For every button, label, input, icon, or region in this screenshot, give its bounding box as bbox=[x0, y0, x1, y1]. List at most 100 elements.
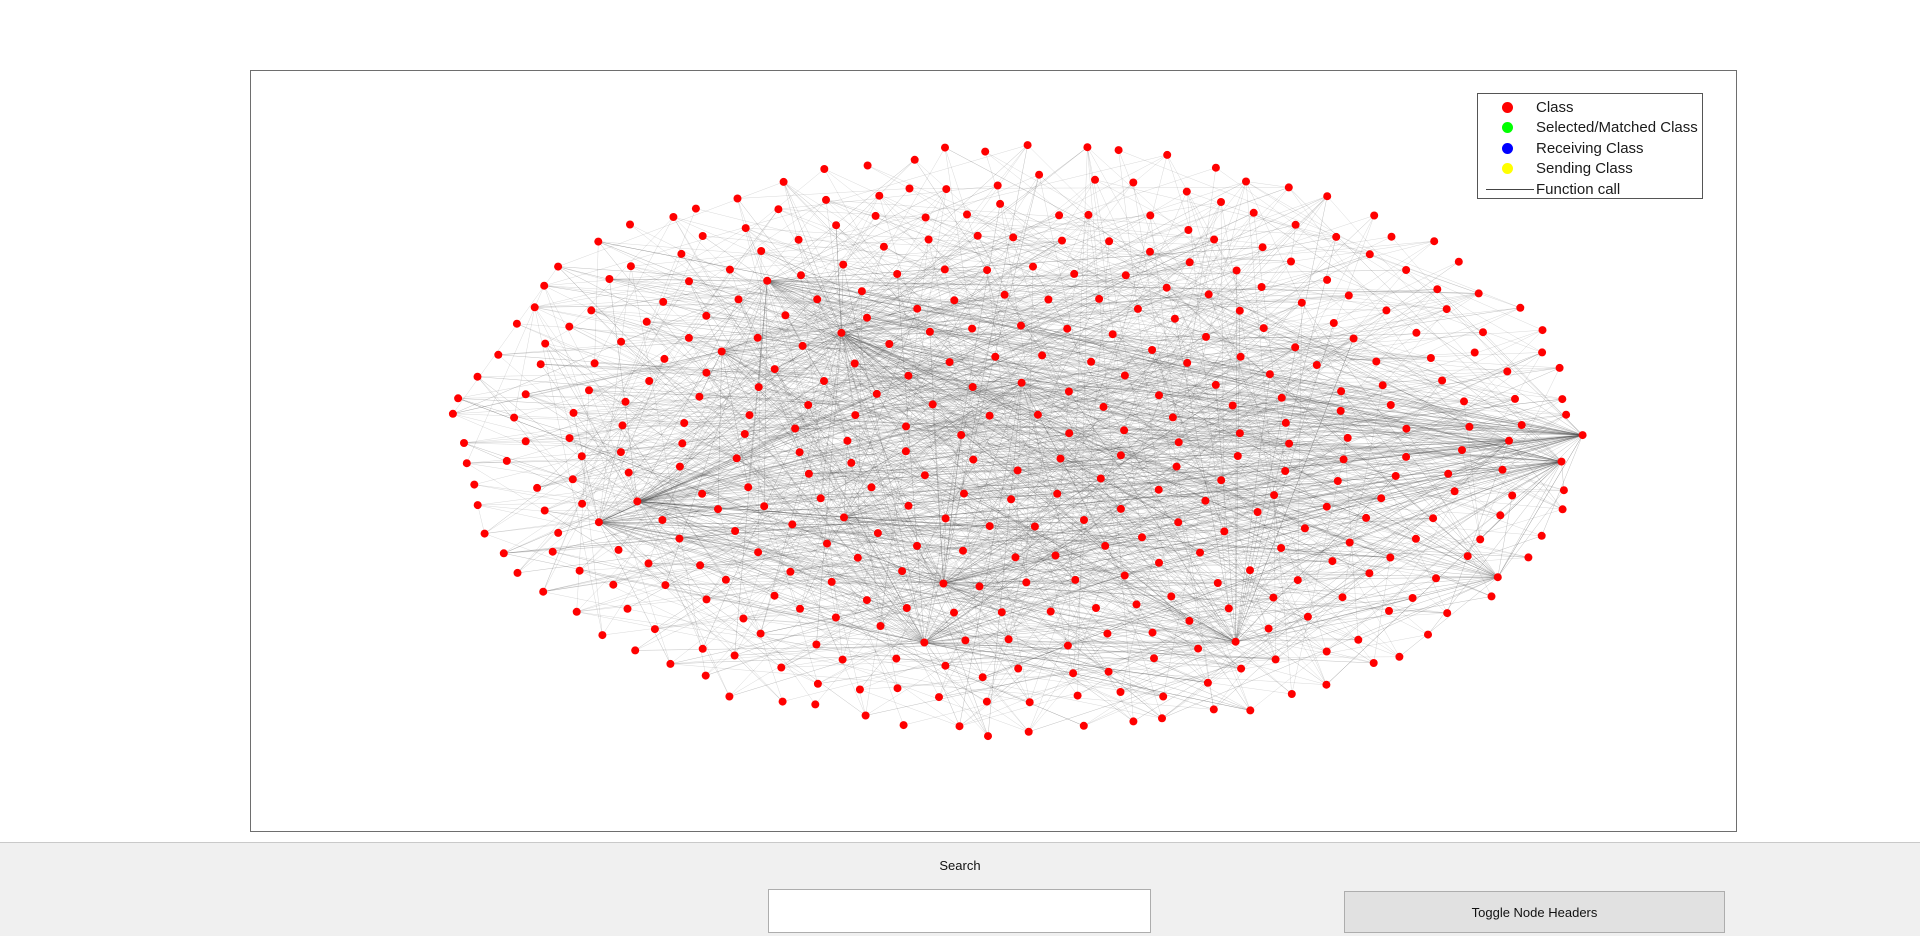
class-node[interactable] bbox=[957, 431, 966, 439]
class-node[interactable] bbox=[626, 262, 635, 271]
class-node[interactable] bbox=[1108, 330, 1117, 339]
class-node[interactable] bbox=[855, 685, 864, 694]
class-node[interactable] bbox=[1011, 553, 1020, 562]
class-node[interactable] bbox=[614, 545, 623, 554]
class-node[interactable] bbox=[875, 191, 884, 200]
class-node[interactable] bbox=[1017, 321, 1025, 330]
class-node[interactable] bbox=[1056, 454, 1065, 463]
class-node[interactable] bbox=[1372, 357, 1381, 366]
class-node[interactable] bbox=[1386, 401, 1395, 409]
class-node[interactable] bbox=[1465, 422, 1474, 431]
class-node[interactable] bbox=[1069, 669, 1078, 678]
class-node[interactable] bbox=[781, 311, 790, 320]
class-node[interactable] bbox=[857, 287, 866, 296]
class-node[interactable] bbox=[1291, 343, 1300, 352]
class-node[interactable] bbox=[1228, 401, 1237, 410]
class-node[interactable] bbox=[650, 625, 659, 634]
class-node[interactable] bbox=[1148, 346, 1157, 354]
class-node[interactable] bbox=[1236, 352, 1245, 361]
class-node[interactable] bbox=[540, 506, 549, 515]
class-node[interactable] bbox=[714, 505, 722, 514]
class-node[interactable] bbox=[788, 520, 797, 529]
class-node[interactable] bbox=[1293, 576, 1302, 585]
class-node[interactable] bbox=[1105, 237, 1114, 246]
class-node[interactable] bbox=[1332, 232, 1341, 241]
class-node[interactable] bbox=[873, 529, 882, 538]
class-node[interactable] bbox=[701, 671, 710, 680]
class-node[interactable] bbox=[863, 313, 871, 322]
class-node[interactable] bbox=[754, 383, 763, 392]
class-node[interactable] bbox=[624, 468, 633, 477]
class-node[interactable] bbox=[816, 494, 825, 503]
class-node[interactable] bbox=[1235, 429, 1244, 438]
class-node[interactable] bbox=[791, 424, 800, 433]
class-node[interactable] bbox=[1349, 334, 1358, 343]
class-node[interactable] bbox=[939, 579, 948, 588]
class-node[interactable] bbox=[840, 513, 848, 522]
class-node[interactable] bbox=[1557, 457, 1566, 466]
class-node[interactable] bbox=[1129, 178, 1138, 187]
class-node[interactable] bbox=[1133, 304, 1142, 313]
class-node[interactable] bbox=[1070, 269, 1079, 278]
class-node[interactable] bbox=[1204, 290, 1213, 299]
class-node[interactable] bbox=[1058, 236, 1066, 245]
class-node[interactable] bbox=[585, 386, 593, 395]
class-node[interactable] bbox=[1433, 285, 1442, 294]
class-node[interactable] bbox=[804, 401, 813, 409]
class-node[interactable] bbox=[661, 581, 670, 590]
class-node[interactable] bbox=[770, 591, 779, 600]
class-node[interactable] bbox=[1004, 635, 1013, 644]
class-node[interactable] bbox=[512, 319, 521, 328]
class-node[interactable] bbox=[904, 371, 913, 380]
class-node[interactable] bbox=[981, 147, 990, 156]
class-node[interactable] bbox=[1479, 328, 1487, 337]
class-node[interactable] bbox=[985, 411, 994, 420]
class-node[interactable] bbox=[1183, 358, 1192, 367]
class-node[interactable] bbox=[568, 475, 577, 484]
class-node[interactable] bbox=[1099, 402, 1108, 411]
class-node[interactable] bbox=[1538, 348, 1547, 357]
class-node[interactable] bbox=[633, 497, 642, 506]
class-node[interactable] bbox=[1378, 381, 1387, 390]
class-node[interactable] bbox=[1429, 514, 1438, 523]
class-node[interactable] bbox=[732, 454, 741, 463]
class-node[interactable] bbox=[575, 566, 584, 575]
class-node[interactable] bbox=[1038, 351, 1047, 360]
class-node[interactable] bbox=[1297, 298, 1306, 307]
class-node[interactable] bbox=[1496, 511, 1505, 520]
class-node[interactable] bbox=[1158, 714, 1166, 723]
class-node[interactable] bbox=[565, 434, 574, 443]
class-node[interactable] bbox=[757, 247, 766, 255]
class-node[interactable] bbox=[448, 409, 457, 418]
class-node[interactable] bbox=[1007, 495, 1016, 504]
class-node[interactable] bbox=[839, 260, 848, 269]
class-node[interactable] bbox=[1329, 319, 1338, 327]
class-node[interactable] bbox=[1555, 363, 1564, 372]
class-node[interactable] bbox=[1083, 143, 1092, 152]
class-node[interactable] bbox=[1035, 170, 1044, 179]
class-node[interactable] bbox=[1463, 552, 1472, 561]
class-node[interactable] bbox=[1271, 655, 1280, 664]
class-node[interactable] bbox=[901, 447, 910, 456]
class-node[interactable] bbox=[777, 663, 786, 672]
class-node[interactable] bbox=[902, 422, 910, 431]
class-node[interactable] bbox=[982, 697, 991, 706]
class-node[interactable] bbox=[702, 595, 711, 604]
class-node[interactable] bbox=[1387, 232, 1396, 241]
class-node[interactable] bbox=[1217, 198, 1225, 206]
class-node[interactable] bbox=[698, 489, 707, 498]
class-node[interactable] bbox=[680, 419, 689, 427]
class-node[interactable] bbox=[1194, 644, 1203, 653]
class-node[interactable] bbox=[1033, 410, 1042, 419]
class-node[interactable] bbox=[942, 185, 951, 194]
class-node[interactable] bbox=[968, 383, 977, 391]
class-node[interactable] bbox=[572, 607, 581, 616]
class-node[interactable] bbox=[893, 684, 902, 693]
class-node[interactable] bbox=[820, 165, 829, 173]
class-node[interactable] bbox=[1516, 303, 1525, 312]
class-node[interactable] bbox=[978, 673, 987, 682]
class-node[interactable] bbox=[1265, 370, 1274, 379]
class-node[interactable] bbox=[1129, 717, 1138, 726]
class-node[interactable] bbox=[940, 265, 949, 274]
class-node[interactable] bbox=[961, 636, 970, 645]
